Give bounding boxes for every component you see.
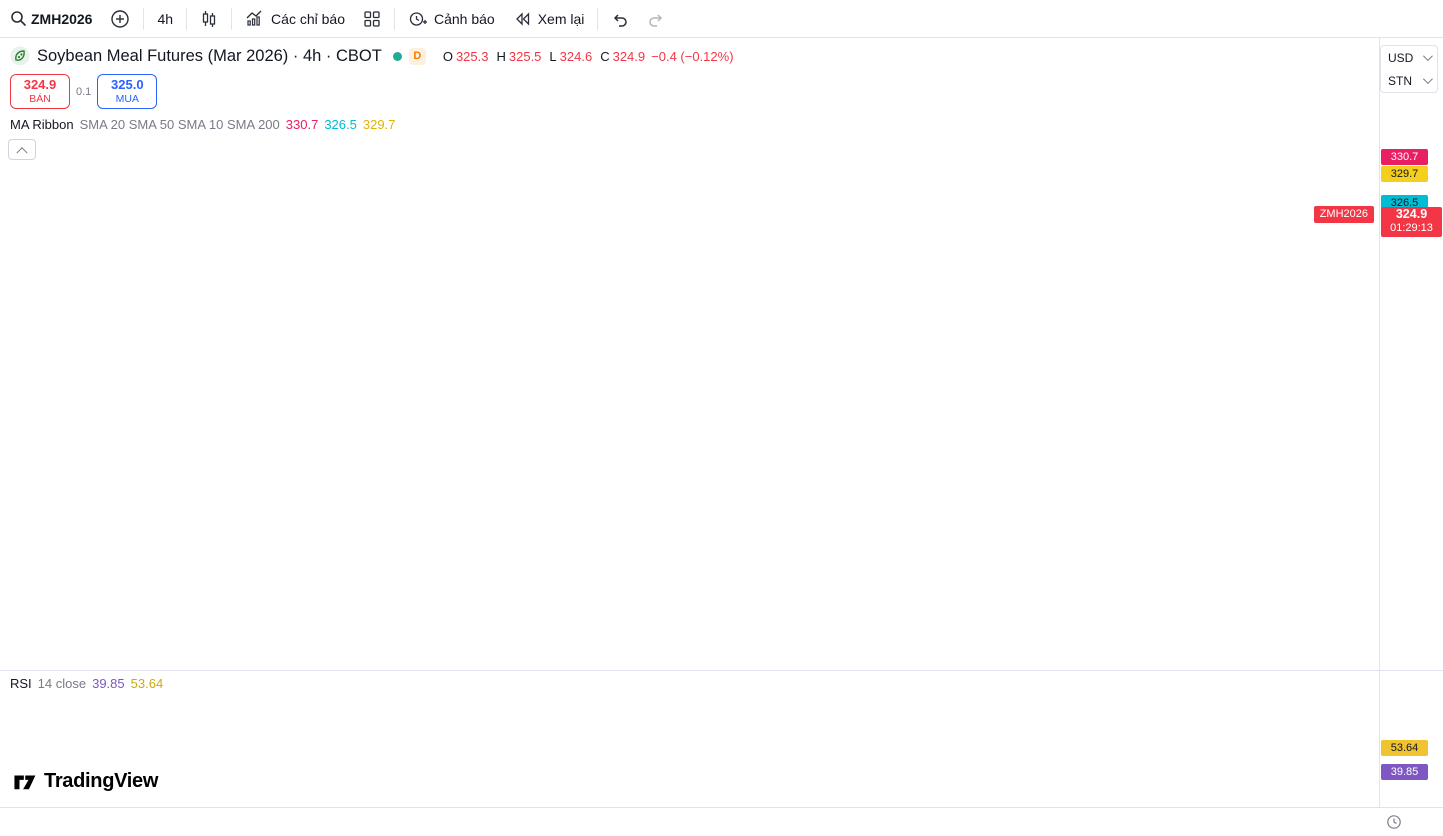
toolbar-separator	[143, 7, 145, 30]
symbol-search-button[interactable]: ZMH2026	[31, 10, 93, 27]
symbol-logo	[10, 46, 30, 66]
redo-icon[interactable]	[638, 5, 674, 33]
chevron-up-icon	[16, 146, 28, 158]
high-value: 325.5	[508, 48, 542, 64]
symbol-price-chip: ZMH2026	[1313, 206, 1374, 223]
sell-button[interactable]: 324.9 BÁN	[10, 74, 70, 109]
chart-type-candles-icon[interactable]	[191, 5, 227, 33]
change-value: −0.4 (−0.12%)	[651, 48, 734, 64]
toolbar-separator	[393, 7, 395, 30]
rsi-name: RSI	[10, 676, 32, 691]
tradingview-wordmark: TradingView	[44, 770, 159, 792]
sell-label: BÁN	[29, 92, 51, 105]
price-axis-unit-selector: USD STN	[1380, 45, 1438, 93]
ma-ribbon-name: MA Ribbon	[10, 117, 74, 132]
bar-countdown: 01:29:13	[1390, 222, 1433, 234]
indicators-button[interactable]: Các chỉ báo	[236, 5, 354, 33]
chevron-down-icon	[1422, 51, 1433, 62]
alert-button[interactable]: Cảnh báo	[399, 5, 504, 33]
toolbar-separator	[186, 7, 188, 30]
rsi-ma-value: 53.64	[130, 676, 164, 691]
undo-icon[interactable]	[602, 5, 638, 33]
ma-value-yellow: 329.7	[362, 117, 396, 132]
tradingview-logo: TradingView	[13, 770, 158, 793]
market-status-icon[interactable]	[392, 51, 402, 61]
spread-value: 0.1	[76, 85, 92, 98]
open-value: 325.3	[455, 48, 489, 64]
indicators-icon	[245, 9, 264, 28]
low-label: L	[549, 48, 557, 64]
ma-value-pink: 330.7	[285, 117, 319, 132]
symbol-legend[interactable]: Soybean Meal Futures (Mar 2026) · 4h · C…	[10, 46, 734, 66]
top-toolbar: ZMH2026 4h Các chỉ báo Cảnh báo	[0, 0, 1443, 38]
pane-divider[interactable]	[0, 670, 1443, 671]
data-mode-badge[interactable]: D	[408, 47, 426, 65]
rsi-value: 39.85	[92, 676, 125, 691]
ma-value-cyan: 326.5	[324, 117, 357, 132]
close-value: 324.9	[612, 48, 646, 64]
close-label: C	[600, 48, 610, 64]
tradingview-mark-icon	[13, 772, 39, 792]
search-icon	[10, 10, 27, 27]
rsi-params: 14 close	[37, 676, 87, 691]
ma-ribbon-legend[interactable]: MA Ribbon SMA 20 SMA 50 SMA 10 SMA 200 3…	[10, 117, 395, 132]
price-axis[interactable]	[1379, 37, 1443, 808]
ma-pink-price-label: 330.7	[1381, 149, 1428, 165]
chevron-down-icon	[1422, 74, 1433, 85]
high-label: H	[496, 48, 506, 64]
buy-button[interactable]: 325.0 MUA	[97, 74, 158, 109]
low-value: 324.6	[559, 48, 593, 64]
replay-icon	[513, 10, 531, 28]
chart-canvas[interactable]	[0, 36, 1380, 808]
layout-grid-icon[interactable]	[354, 5, 390, 33]
ma-ribbon-params: SMA 20 SMA 50 SMA 10 SMA 200	[79, 117, 280, 132]
alarm-plus-icon	[408, 9, 427, 28]
toolbar-separator	[231, 7, 233, 30]
trade-panel: 324.9 BÁN 0.1 325.0 MUA	[10, 74, 158, 109]
rsi-value-axis-label: 39.85	[1381, 764, 1428, 780]
ma-yellow-price-label: 329.7	[1381, 166, 1428, 182]
currency-selector[interactable]: USD	[1381, 46, 1437, 69]
compare-add-icon[interactable]	[101, 5, 139, 33]
toolbar-separator	[597, 7, 599, 30]
rsi-legend[interactable]: RSI 14 close 39.85 53.64	[10, 676, 163, 691]
legend-collapse-button[interactable]	[8, 139, 36, 160]
last-price-label: 324.9 01:29:13	[1381, 207, 1442, 237]
sell-price: 324.9	[23, 77, 57, 92]
buy-price: 325.0	[111, 77, 144, 92]
ohlc-values: O 325.3 H 325.5 L 324.6 C 324.9 −0.4 (−0.12%…	[443, 49, 734, 64]
unit-selector[interactable]: STN	[1381, 69, 1437, 92]
time-axis[interactable]	[0, 807, 1443, 836]
symbol-title[interactable]: Soybean Meal Futures (Mar 2026) · 4h · C…	[37, 46, 382, 65]
replay-button[interactable]: Xem lại	[504, 5, 594, 33]
clock-icon[interactable]	[1386, 814, 1402, 830]
interval-button[interactable]: 4h	[157, 10, 174, 27]
rsi-ma-axis-label: 53.64	[1381, 740, 1428, 756]
open-label: O	[442, 48, 453, 64]
buy-label: MUA	[115, 92, 139, 105]
last-price-value: 324.9	[1395, 207, 1428, 221]
